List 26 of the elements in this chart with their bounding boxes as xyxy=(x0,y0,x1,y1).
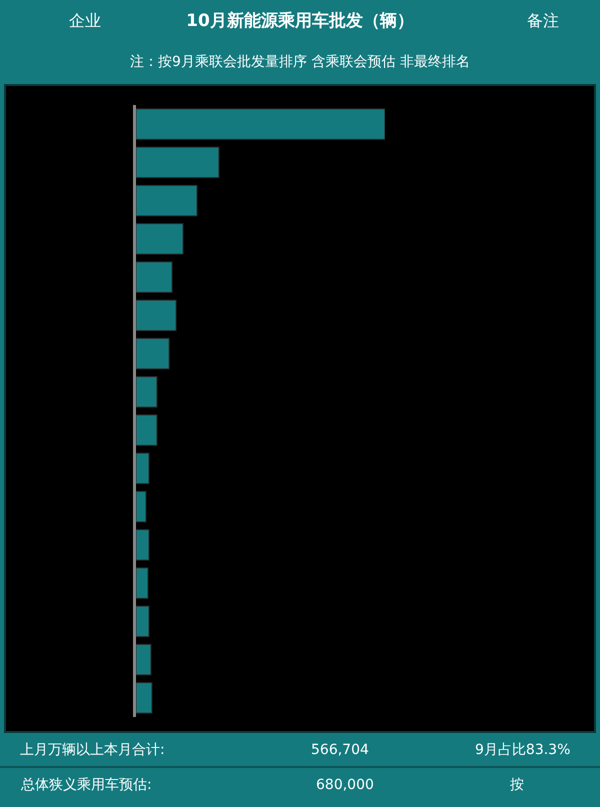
chart-title: 10月新能源乘用车批发（辆） xyxy=(186,10,414,31)
bar xyxy=(136,452,150,484)
text: 备注 xyxy=(527,11,559,30)
bar xyxy=(136,223,184,255)
bar xyxy=(136,682,152,714)
bar xyxy=(136,376,158,408)
bar xyxy=(136,529,150,561)
text: 按 xyxy=(510,777,524,793)
chart-subtitle: 注：按9月乘联会批发量排序 含乘联会预估 非最终排名 xyxy=(130,54,470,70)
bar xyxy=(136,338,170,370)
text: 9月占比83.3% xyxy=(475,742,570,758)
text: 总体狭义乘用车预估: xyxy=(20,777,152,793)
text: 680,000 xyxy=(316,777,374,793)
text: 企业 xyxy=(69,11,101,30)
bar xyxy=(136,108,385,140)
text: 566,704 xyxy=(311,742,369,758)
bar xyxy=(136,567,148,599)
text: 上月万辆以上本月合计: xyxy=(20,742,165,758)
bar xyxy=(136,146,220,178)
bar xyxy=(136,184,198,216)
bar xyxy=(136,300,177,332)
bar xyxy=(136,606,150,638)
bar xyxy=(136,261,173,293)
bar xyxy=(136,490,146,522)
bar xyxy=(136,414,158,446)
bar xyxy=(136,644,152,676)
